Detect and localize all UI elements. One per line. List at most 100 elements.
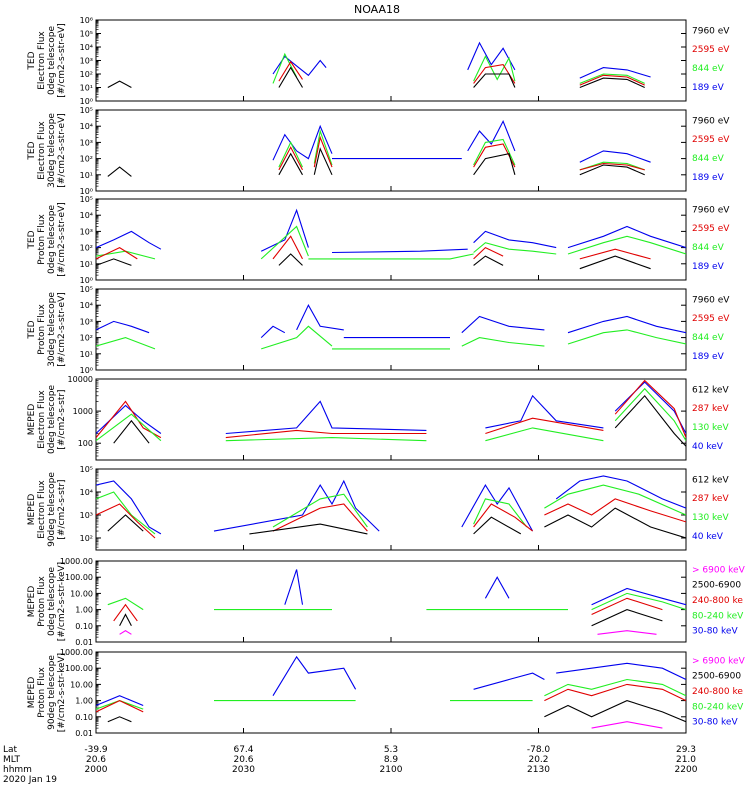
series-line-green bbox=[473, 138, 516, 166]
series-line-green bbox=[473, 55, 516, 82]
series-line-black bbox=[473, 73, 516, 88]
panel-frame bbox=[95, 288, 687, 371]
series-line-red bbox=[96, 699, 144, 713]
series-line-red bbox=[473, 246, 504, 260]
series-line-black bbox=[278, 253, 303, 266]
panel-2: 10⁰ 10¹ 10² 10³ 10⁴ 10⁵ TED Electron Flux 30deg … bbox=[27, 106, 730, 196]
series-line-red bbox=[544, 683, 686, 702]
legend-entry: 7960 eV bbox=[692, 26, 730, 36]
y-axis-label: Proton Flux bbox=[37, 214, 47, 265]
x-tick-label-hhmm: 2030 bbox=[232, 765, 255, 775]
y-axis-label: Electron Flux bbox=[37, 31, 47, 90]
x-tick-label-hhmm: 2200 bbox=[675, 765, 698, 775]
y-axis-label: [#/cm2-s-str-keV] bbox=[57, 653, 67, 732]
series-line-red bbox=[485, 417, 604, 435]
legend-entry: 189 eV bbox=[692, 262, 725, 272]
series-line-red bbox=[473, 143, 516, 168]
y-tick-label: 10⁶ bbox=[80, 16, 93, 25]
legend-entry: 2595 eV bbox=[692, 135, 730, 145]
series-line-black bbox=[544, 700, 686, 723]
series-line-green bbox=[567, 329, 686, 345]
y-axis-label: [#/cm2-s-str] bbox=[57, 479, 67, 539]
y-axis-label: MEPED bbox=[27, 494, 37, 526]
legend-entry: 130 keV bbox=[692, 423, 729, 433]
series-line-blue bbox=[567, 225, 686, 249]
y-tick-label: 1000.00 bbox=[60, 648, 93, 657]
series-line-red bbox=[225, 429, 427, 439]
series-line-blue bbox=[614, 381, 686, 434]
y-tick-label: 100.00 bbox=[65, 664, 93, 673]
series-line-green bbox=[96, 413, 162, 442]
series-line-green bbox=[461, 337, 545, 347]
series-line-blue bbox=[467, 119, 516, 152]
series-line-blue bbox=[96, 404, 162, 434]
y-tick-label: 10000 bbox=[68, 375, 93, 384]
series-line-black bbox=[544, 507, 686, 539]
series-line-blue bbox=[272, 655, 357, 696]
series-line-green bbox=[567, 235, 686, 255]
series-line-green bbox=[579, 73, 645, 84]
y-axis-label: [#/cm2-s-str-eV] bbox=[57, 23, 67, 98]
series-line-blue bbox=[484, 576, 510, 599]
panel-8: 0.01 0.10 1.00 10.00 100.00 1000.00 MEPED Proto… bbox=[27, 648, 746, 738]
series-line-blue bbox=[272, 55, 327, 77]
series-line-red bbox=[544, 498, 686, 523]
legend-entry: 612 keV bbox=[692, 385, 729, 395]
series-line-red bbox=[591, 597, 663, 616]
series-line-magenta bbox=[597, 630, 657, 635]
legend-entry: 7960 eV bbox=[692, 295, 730, 305]
x-row-label: hhmm bbox=[3, 765, 32, 775]
y-axis-label: 0deg telescope bbox=[47, 567, 57, 637]
y-tick-label: 10² bbox=[80, 534, 93, 543]
series-line-blue bbox=[467, 41, 516, 71]
y-tick-label: 1000.00 bbox=[60, 557, 93, 566]
y-tick-label: 0.10 bbox=[75, 622, 93, 631]
series-line-blue bbox=[225, 400, 427, 435]
series-line-blue bbox=[461, 484, 534, 532]
y-axis-label: [#/cm2-s-str-eV] bbox=[57, 202, 67, 277]
series-line-green bbox=[225, 437, 427, 442]
y-tick-label: 1000 bbox=[73, 407, 93, 416]
y-tick-label: 0.01 bbox=[75, 638, 93, 647]
series-line-blue bbox=[213, 479, 380, 532]
legend-entry: 40 keV bbox=[692, 442, 724, 452]
series-line-blue bbox=[556, 662, 686, 680]
y-tick-label: 10⁴ bbox=[80, 301, 93, 310]
y-axis-label: Proton Flux bbox=[37, 667, 47, 718]
legend-entry: > 6900 keV bbox=[692, 565, 746, 575]
legend-entry: 844 eV bbox=[692, 243, 725, 253]
panel-frame bbox=[95, 468, 687, 551]
y-axis-label: MEPED bbox=[27, 677, 37, 709]
y-axis-label: 90deg telescope bbox=[47, 472, 57, 547]
y-axis-label: Electron Flux bbox=[37, 390, 47, 449]
y-axis-label: MEPED bbox=[27, 404, 37, 436]
y-tick-label: 0.10 bbox=[75, 713, 93, 722]
series-line-green bbox=[272, 52, 298, 84]
y-axis-label: TED bbox=[27, 141, 37, 160]
y-tick-label: 10³ bbox=[80, 138, 93, 147]
series-line-black bbox=[107, 166, 132, 177]
y-tick-label: 10² bbox=[80, 334, 93, 343]
series-line-red bbox=[579, 162, 645, 171]
x-tick-label-lat: -39.9 bbox=[84, 745, 108, 755]
y-axis-label: Proton Flux bbox=[37, 304, 47, 355]
series-line-black bbox=[473, 516, 522, 535]
series-line-green bbox=[96, 700, 144, 710]
y-axis-label: MEPED bbox=[27, 586, 37, 618]
series-line-green bbox=[278, 141, 303, 168]
series-line-green bbox=[272, 493, 368, 528]
x-row-label: 2020 Jan 19 bbox=[3, 775, 57, 785]
series-line-red bbox=[579, 248, 651, 260]
series-line-black bbox=[278, 66, 303, 88]
legend-entry: 80-240 keV bbox=[692, 702, 744, 712]
series-line-red bbox=[96, 503, 156, 539]
legend-entry: 240-800 ke bbox=[692, 596, 743, 606]
series-line-blue bbox=[296, 304, 344, 331]
y-axis-label: [#/cm2-s-str-keV] bbox=[57, 562, 67, 641]
panel-frame bbox=[95, 198, 687, 281]
y-tick-label: 10¹ bbox=[80, 171, 93, 180]
series-line-red bbox=[614, 379, 686, 438]
series-line-blue bbox=[272, 124, 333, 161]
